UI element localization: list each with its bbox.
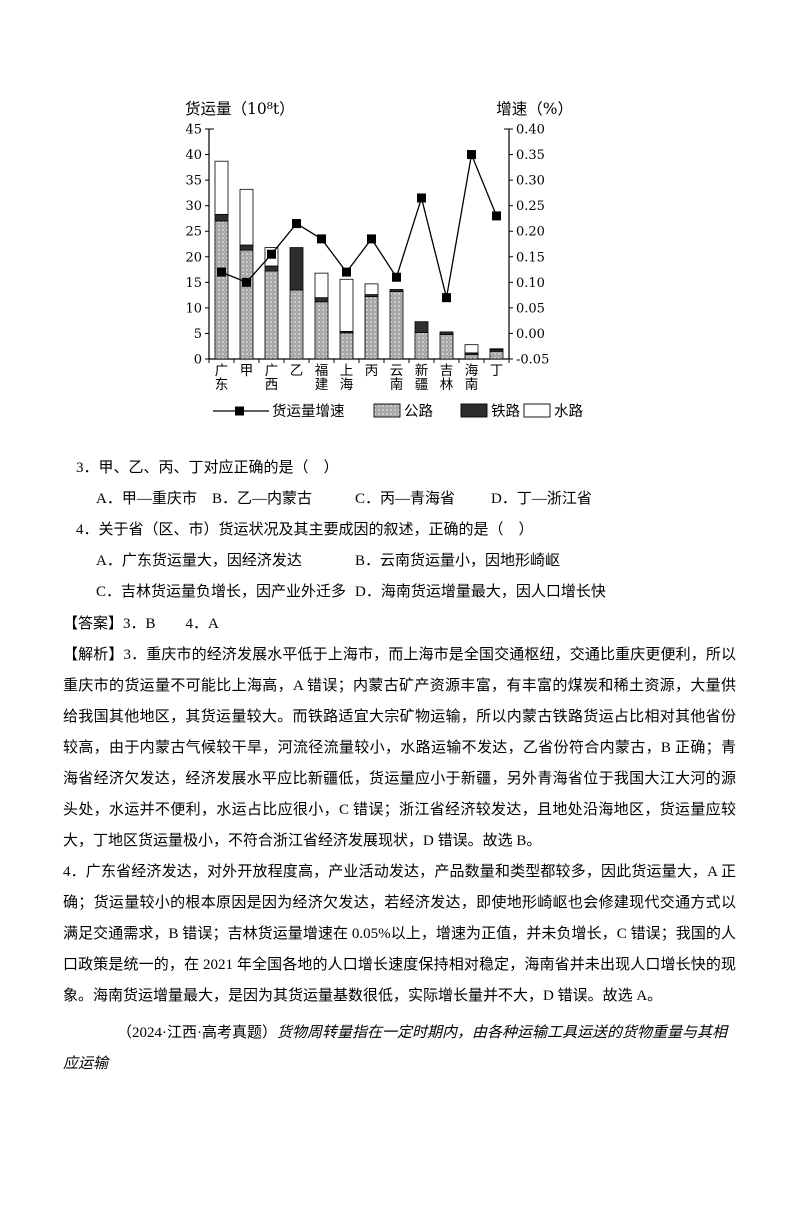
svg-text:0.00: 0.00 <box>516 327 545 342</box>
svg-text:30: 30 <box>185 199 202 214</box>
question-4-options-row-1: A．广东货运量大，因经济发达 B．云南货运量小，因地形崎岖 <box>63 546 736 577</box>
source-tag: （2024·江西·高考真题） <box>117 1025 277 1041</box>
question-3-option-d: D．丁—浙江省 <box>491 491 592 507</box>
analysis-q4-text: 4．广东省经济发达，对外开放程度高，产业活动发达，产品数量和类型都较多，因此货运… <box>63 864 736 1004</box>
svg-text:上海: 上海 <box>340 363 354 393</box>
svg-text:25: 25 <box>185 225 202 240</box>
svg-text:广东: 广东 <box>215 363 229 393</box>
svg-text:0.10: 0.10 <box>516 276 545 291</box>
svg-text:货运量（10⁸t）: 货运量（10⁸t） <box>185 100 295 118</box>
question-4-options-row-2: C．吉林货运量负增长，因产业外迁多 D．海南货运增量最大，因人口增长快 <box>63 577 736 608</box>
svg-text:0.30: 0.30 <box>516 174 545 189</box>
svg-text:丙: 丙 <box>365 363 379 379</box>
question-4-stem: 4．关于省（区、市）货运状况及其主要成因的叙述，正确的是（ ） <box>76 522 534 538</box>
svg-text:20: 20 <box>185 250 202 265</box>
answer-line: 【答案】3．B 4．A <box>63 609 736 640</box>
svg-text:0.35: 0.35 <box>516 148 545 163</box>
question-3-options: A．甲—重庆市 B．乙—内蒙古 C．丙—青海省 D．丁—浙江省 <box>63 484 736 515</box>
svg-text:0.05: 0.05 <box>516 301 545 316</box>
svg-text:货运量增速: 货运量增速 <box>272 403 345 420</box>
svg-text:10: 10 <box>185 301 202 316</box>
question-4: 4．关于省（区、市）货运状况及其主要成因的叙述，正确的是（ ） A．广东货运量大… <box>63 515 736 608</box>
svg-text:新疆: 新疆 <box>415 363 429 393</box>
svg-text:0: 0 <box>194 353 202 368</box>
svg-text:吉林: 吉林 <box>440 363 454 393</box>
question-4-option-b: B．云南货运量小，因地形崎岖 <box>355 553 561 569</box>
svg-text:40: 40 <box>185 148 202 163</box>
freight-volume-chart: 0 5 10 15 20 25 30 35 40 45 -0.05 0.00 0.05 0.10 0.15 0… <box>169 96 589 443</box>
svg-text:云南: 云南 <box>390 363 404 393</box>
svg-text:甲: 甲 <box>240 363 254 379</box>
answer-label: 【答案】 <box>63 616 124 632</box>
question-3-option-c: C．丙—青海省 <box>355 491 456 507</box>
answer-text: 3．B 4．A <box>123 616 219 632</box>
svg-text:丁: 丁 <box>490 363 504 379</box>
question-3: 3．甲、乙、丙、丁对应正确的是（ ） A．甲—重庆市 B．乙—内蒙古 C．丙—青… <box>63 453 736 515</box>
svg-text:-0.05: -0.05 <box>516 353 549 368</box>
question-4-option-d: D．海南货运增量最大，因人口增长快 <box>355 584 606 600</box>
analysis-q3: 【解析】3．重庆市的经济发展水平低于上海市，而上海市是全国交通枢纽，交通比重庆更… <box>63 640 736 857</box>
next-question-intro: （2024·江西·高考真题）货物周转量指在一定时期内，由各种运输工具运送的货物重… <box>63 1018 736 1080</box>
svg-text:乙: 乙 <box>290 363 304 379</box>
svg-text:45: 45 <box>185 123 202 138</box>
svg-text:公路: 公路 <box>404 403 433 420</box>
svg-text:广西: 广西 <box>265 363 279 393</box>
svg-text:增速（%）: 增速（%） <box>496 100 573 118</box>
analysis-label: 【解析】 <box>63 647 124 663</box>
svg-text:0.15: 0.15 <box>516 250 545 265</box>
question-3-option-b: B．乙—内蒙古 <box>212 491 313 507</box>
question-3-stem: 3．甲、乙、丙、丁对应正确的是（ ） <box>76 460 339 476</box>
analysis-q3-text: 3．重庆市的经济发展水平低于上海市，而上海市是全国交通枢纽，交通比重庆更便利，所… <box>63 647 736 849</box>
svg-text:0.20: 0.20 <box>516 225 545 240</box>
svg-text:15: 15 <box>185 276 202 291</box>
svg-text:5: 5 <box>194 327 202 342</box>
freight-chart-svg: 0 5 10 15 20 25 30 35 40 45 -0.05 0.00 0.05 0.10 0.15 0… <box>185 100 583 420</box>
analysis-q4: 4．广东省经济发达，对外开放程度高，产业活动发达，产品数量和类型都较多，因此货运… <box>63 857 736 1012</box>
svg-text:35: 35 <box>185 174 202 189</box>
question-4-option-a: A．广东货运量大，因经济发达 <box>96 553 302 569</box>
svg-text:0.25: 0.25 <box>516 199 545 214</box>
svg-text:海南: 海南 <box>465 363 479 393</box>
question-4-option-c: C．吉林货运量负增长，因产业外迁多 <box>96 584 347 600</box>
svg-text:水路: 水路 <box>554 403 583 420</box>
question-3-option-a: A．甲—重庆市 <box>96 491 197 507</box>
next-question-text: 货物周转量指在一定时期内，由各种运输工具运送的货物重量与其相应运输 <box>63 1025 728 1072</box>
exam-page: 0 5 10 15 20 25 30 35 40 45 -0.05 0.00 0.05 0.10 0.15 0… <box>0 96 794 1219</box>
svg-text:0.40: 0.40 <box>516 123 545 138</box>
svg-text:福建: 福建 <box>315 363 329 393</box>
svg-text:铁路: 铁路 <box>491 403 520 420</box>
